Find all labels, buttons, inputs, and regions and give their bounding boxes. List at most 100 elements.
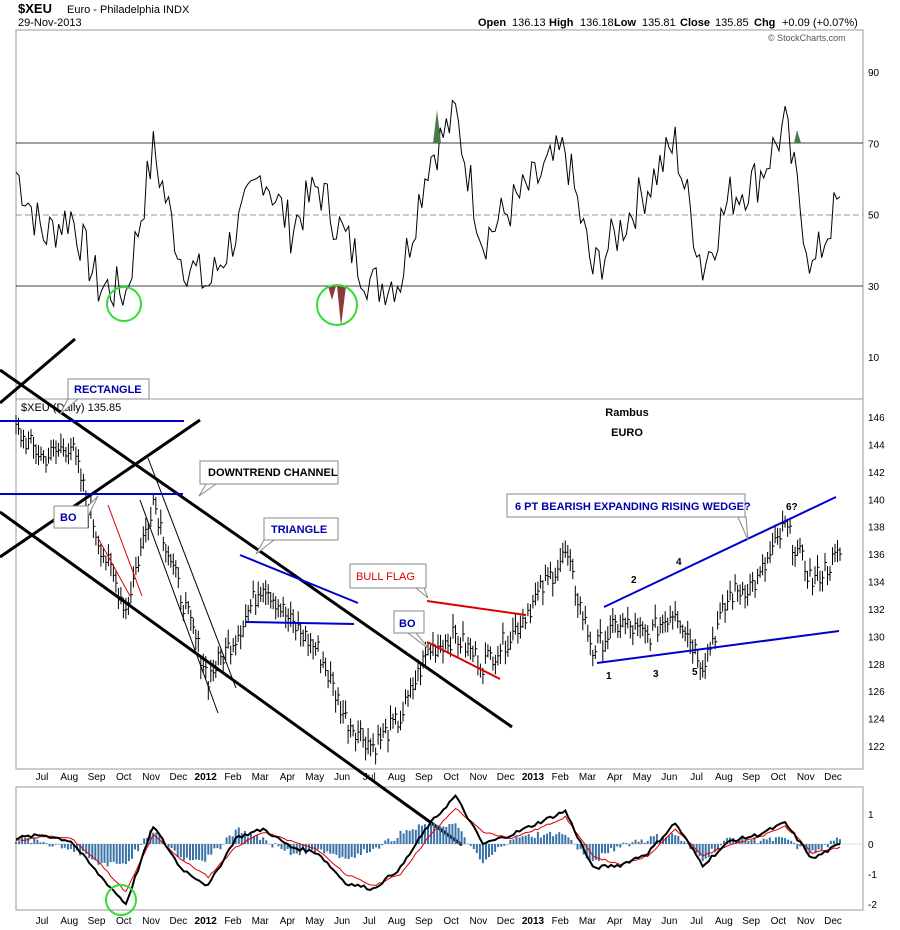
macd-histogram-bar xyxy=(253,835,255,844)
wedge-point-5: 5 xyxy=(692,667,698,678)
macd-histogram-bar xyxy=(631,842,634,844)
macd-histogram-bar xyxy=(399,830,402,844)
macd-histogram-bar xyxy=(817,844,820,850)
macd-histogram-bar xyxy=(405,830,408,844)
macd-histogram-bar xyxy=(509,840,512,844)
macd-histogram-bar xyxy=(640,839,643,844)
macd-histogram-bar xyxy=(265,840,268,844)
price-axis-tick: 124 xyxy=(868,715,885,726)
credit: © StockCharts.com xyxy=(768,33,846,43)
macd-histogram-bar xyxy=(189,844,191,861)
macd-x-tick: Oct xyxy=(771,916,787,927)
macd-histogram-bar xyxy=(518,837,521,844)
macd-histogram-bar xyxy=(350,844,353,857)
price-x-tick: Nov xyxy=(470,772,488,783)
macd-histogram-bar xyxy=(726,838,729,844)
macd-histogram-bar xyxy=(384,840,387,844)
macd-histogram-bar xyxy=(387,838,390,844)
macd-histogram-bar xyxy=(185,844,188,858)
macd-histogram-bar xyxy=(57,844,60,845)
macd-histogram-bar xyxy=(646,840,649,844)
macd-histogram-bar xyxy=(561,834,564,844)
macd-histogram-bar xyxy=(335,844,338,855)
macd-histogram-bar xyxy=(356,844,359,854)
macd-histogram-bar xyxy=(616,844,619,847)
price-x-tick: Nov xyxy=(797,772,815,783)
macd-histogram-bar xyxy=(118,844,121,865)
macd-histogram-bar xyxy=(829,840,832,844)
macd-histogram-bar xyxy=(85,844,88,854)
macd-line xyxy=(15,793,841,906)
price-x-tick: Dec xyxy=(824,772,842,783)
low-label: Low xyxy=(614,17,636,29)
macd-histogram-bar xyxy=(549,831,552,844)
macd-histogram-bar xyxy=(597,844,600,861)
channel-left-cap xyxy=(0,337,76,405)
macd-x-tick: Dec xyxy=(497,916,515,927)
open-value: 136.13 xyxy=(512,17,546,29)
macd-histogram-bar xyxy=(259,839,262,844)
macd-x-tick: Nov xyxy=(470,916,488,927)
price-x-tick: 2013 xyxy=(522,772,545,783)
chart-instrument-name: Euro - Philadelphia INDX xyxy=(67,4,190,16)
macd-x-tick: Oct xyxy=(443,916,459,927)
macd-histogram-bar xyxy=(677,835,680,844)
macd-histogram-bar xyxy=(27,837,30,844)
rsi-oversold-circle-1 xyxy=(106,286,142,322)
macd-histogram-bar xyxy=(762,838,765,844)
macd-histogram-bar xyxy=(48,844,51,847)
high-value: 136.18 xyxy=(580,17,614,29)
macd-histogram-bar xyxy=(771,841,774,844)
macd-histogram-bar xyxy=(45,843,48,844)
macd-histogram-bar xyxy=(225,837,228,844)
macd-histogram-bar xyxy=(91,844,94,860)
price-x-tick: 2012 xyxy=(195,772,218,783)
rectangle-pattern xyxy=(0,420,184,495)
macd-histogram-bar xyxy=(839,839,841,844)
macd-histogram-bar xyxy=(423,824,426,844)
macd-histogram-bar xyxy=(454,823,457,844)
wedge-label: 6 PT BEARISH EXPANDING RISING WEDGE? xyxy=(515,501,751,513)
price-x-tick: Jul xyxy=(363,772,376,783)
price-x-tick: Apr xyxy=(607,772,623,783)
macd-x-tick: Feb xyxy=(224,916,242,927)
price-panel-frame xyxy=(15,398,864,770)
macd-histogram-bar xyxy=(204,844,207,862)
bo1-callout xyxy=(53,505,89,529)
macd-histogram-bar xyxy=(396,838,399,844)
downtrend-callout-pointer xyxy=(198,483,218,497)
macd-histogram-bar xyxy=(481,844,484,864)
macd-histogram-bar xyxy=(805,844,808,853)
rsi-axis: 90 70 50 30 10 xyxy=(868,68,880,364)
wedge-top-line xyxy=(603,496,837,608)
macd-histogram-bar xyxy=(140,844,143,845)
macd-histogram-bar xyxy=(759,840,762,844)
macd-histogram-bar xyxy=(649,836,652,844)
macd-histogram-bar xyxy=(73,844,75,852)
price-axis-tick: 130 xyxy=(868,632,885,643)
macd-histogram-bar xyxy=(231,836,234,844)
macd-histogram-bar xyxy=(790,840,793,844)
macd-histogram-bar xyxy=(774,837,777,844)
macd-x-tick: Dec xyxy=(824,916,842,927)
price-axis-tick: 144 xyxy=(868,440,885,451)
macd-histogram-bar xyxy=(744,840,747,844)
macd-lines xyxy=(15,793,841,906)
macd-histogram-bar xyxy=(478,844,481,860)
rsi-oversold-fill xyxy=(328,286,336,300)
macd-histogram-bar xyxy=(799,844,802,847)
bo2-callout xyxy=(393,610,425,634)
rectangle-callout xyxy=(67,378,150,400)
price-x-tick: Mar xyxy=(252,772,270,783)
macd-histogram-bar xyxy=(378,844,381,849)
macd-histogram-bar xyxy=(573,844,576,845)
chart-date: 29-Nov-2013 xyxy=(18,17,82,29)
macd-histogram-bar xyxy=(448,824,451,844)
macd-histogram-bar xyxy=(683,841,686,844)
macd-histogram-bar xyxy=(131,844,133,859)
macd-histogram-bar xyxy=(106,844,109,867)
macd-x-tick: 2013 xyxy=(522,916,545,927)
pennant-line-1 xyxy=(97,537,131,597)
rsi-oversold-circle-2 xyxy=(316,284,358,326)
macd-histogram-bar xyxy=(457,827,460,844)
